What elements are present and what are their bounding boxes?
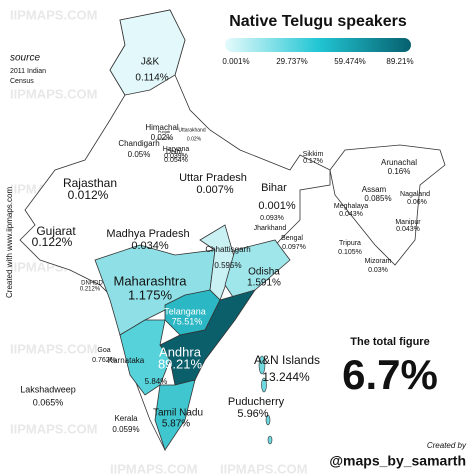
region-name: Punjab xyxy=(158,129,171,134)
region-value: 0.105% xyxy=(338,249,362,256)
credit-handle: @maps_by_samarth xyxy=(329,453,466,469)
watermark: IIPMAPS.COM xyxy=(10,7,97,22)
watermark: IIPMAPS.COM xyxy=(10,86,97,101)
region-value: 0.595% xyxy=(214,261,241,270)
region-value: 0.114% xyxy=(135,73,168,84)
region-name: Meghalaya xyxy=(334,203,368,210)
tamil-nadu xyxy=(154,379,196,451)
source-text: Census xyxy=(10,78,34,85)
legend-tick: 59.474% xyxy=(334,57,366,66)
region-value: 0.059% xyxy=(112,425,139,434)
region-value: 0.17% xyxy=(303,158,323,165)
region-value: 0.093% xyxy=(260,215,284,222)
legend-tick: 0.001% xyxy=(222,57,249,66)
region-value: 0.762% xyxy=(92,357,116,364)
region-value: 13.244% xyxy=(262,370,310,384)
region-value: 0.02% xyxy=(151,133,174,142)
region-value: 89.21% xyxy=(158,356,203,371)
side-credit: Created with www.iipmaps.com xyxy=(5,187,14,298)
region-name: Kerala xyxy=(114,414,138,423)
title: Native Telugu speakers xyxy=(229,13,407,30)
region-value: 0.097% xyxy=(282,244,306,251)
region-value: 0.043% xyxy=(339,211,363,218)
region-name: Delhi xyxy=(166,149,182,156)
credit-label: Created by xyxy=(427,441,467,450)
region-name: DNHDD xyxy=(81,281,103,287)
region-name: Andhra xyxy=(159,344,202,359)
region-value: 0.012% xyxy=(68,188,109,202)
region-value: 5.84% xyxy=(145,377,168,386)
source-text: 2011 Indian xyxy=(10,68,46,75)
jk-region xyxy=(109,9,186,96)
region-value: 0.05% xyxy=(128,150,151,159)
watermark: IIPMAPS.COM xyxy=(110,461,197,474)
region-name: Karnataka xyxy=(108,356,145,365)
watermark: IIPMAPS.COM xyxy=(10,341,97,356)
region-name: J&K xyxy=(141,57,160,68)
region-value: 5.96% xyxy=(237,408,268,420)
region-value: 0.02% xyxy=(187,136,202,142)
region-name: Chhattisgarh xyxy=(205,245,250,254)
region-name: Arunachal xyxy=(381,158,417,167)
region-name: Jharkhand xyxy=(254,225,287,232)
northeast xyxy=(329,144,446,266)
watermark: IIPMAPS.COM xyxy=(220,461,307,474)
region-value: 0.007% xyxy=(196,184,234,196)
region-name: Goa xyxy=(97,347,110,354)
region-name: Nagaland xyxy=(400,191,430,198)
region-value: 0.034% xyxy=(131,240,169,252)
region-name: Rajasthan xyxy=(63,176,117,190)
region-value: 0.085% xyxy=(364,194,391,203)
region-value: 0.06% xyxy=(407,199,427,206)
region-name: Chandigarh xyxy=(118,139,159,148)
region-name: Gujarat xyxy=(36,224,76,238)
region-value: 0.054% xyxy=(164,157,188,164)
region-name: Assam xyxy=(362,185,387,194)
total-label: The total figure xyxy=(350,336,429,348)
source-heading: source xyxy=(10,53,40,64)
region-name: Bengal xyxy=(281,235,303,242)
region-name: Mizoram xyxy=(365,258,392,265)
legend-bar xyxy=(225,38,411,52)
region-value: 0.03% xyxy=(368,267,388,274)
region-value: 0.034% xyxy=(157,136,171,141)
watermark: IIPMAPS.COM xyxy=(10,421,97,436)
region-name: Himachal xyxy=(145,123,179,132)
region-value: 0.16% xyxy=(388,167,411,176)
region-value: 0.043% xyxy=(396,226,420,233)
region-name: Tripura xyxy=(339,240,361,247)
region-name: Haryana xyxy=(163,146,190,153)
region-name: Sikkim xyxy=(303,151,324,158)
region-value: 0.065% xyxy=(33,397,64,407)
region-value: 0.001% xyxy=(258,200,296,212)
region-name: Puducherry xyxy=(228,396,285,408)
region-value: 1.175% xyxy=(128,287,173,302)
karnataka xyxy=(119,319,171,396)
region-value: 1.591% xyxy=(247,278,281,289)
region-value: 0.039% xyxy=(164,153,188,160)
region-name: Telangana xyxy=(164,306,206,316)
region-name: Tamil Nadu xyxy=(153,408,203,419)
region-value: 5.87% xyxy=(162,419,190,430)
region-name: Uttarakhand xyxy=(178,127,205,133)
region-name: Maharashtra xyxy=(114,273,188,288)
region-name: Lakshadweep xyxy=(20,384,76,394)
region-name: Bihar xyxy=(261,182,287,194)
total-value: 6.7% xyxy=(342,351,438,398)
region-name: A&N Islands xyxy=(254,353,320,367)
region-value: 75.51% xyxy=(172,316,203,326)
legend-tick: 89.21% xyxy=(386,57,413,66)
an-islands xyxy=(258,355,273,445)
region-name: Odisha xyxy=(248,267,280,278)
region-name: Madhya Pradesh xyxy=(106,228,189,240)
watermarks: IIPMAPS.COM IIPMAPS.COM IIPMAPS.COM IIPMAPS… xyxy=(10,7,307,474)
region-value: 0.122% xyxy=(32,235,73,249)
region-name: Uttar Pradesh xyxy=(179,172,247,184)
region-value: 0.212% xyxy=(80,287,101,293)
legend-tick: 29.737% xyxy=(276,57,308,66)
region-name: Manipur xyxy=(395,219,421,226)
